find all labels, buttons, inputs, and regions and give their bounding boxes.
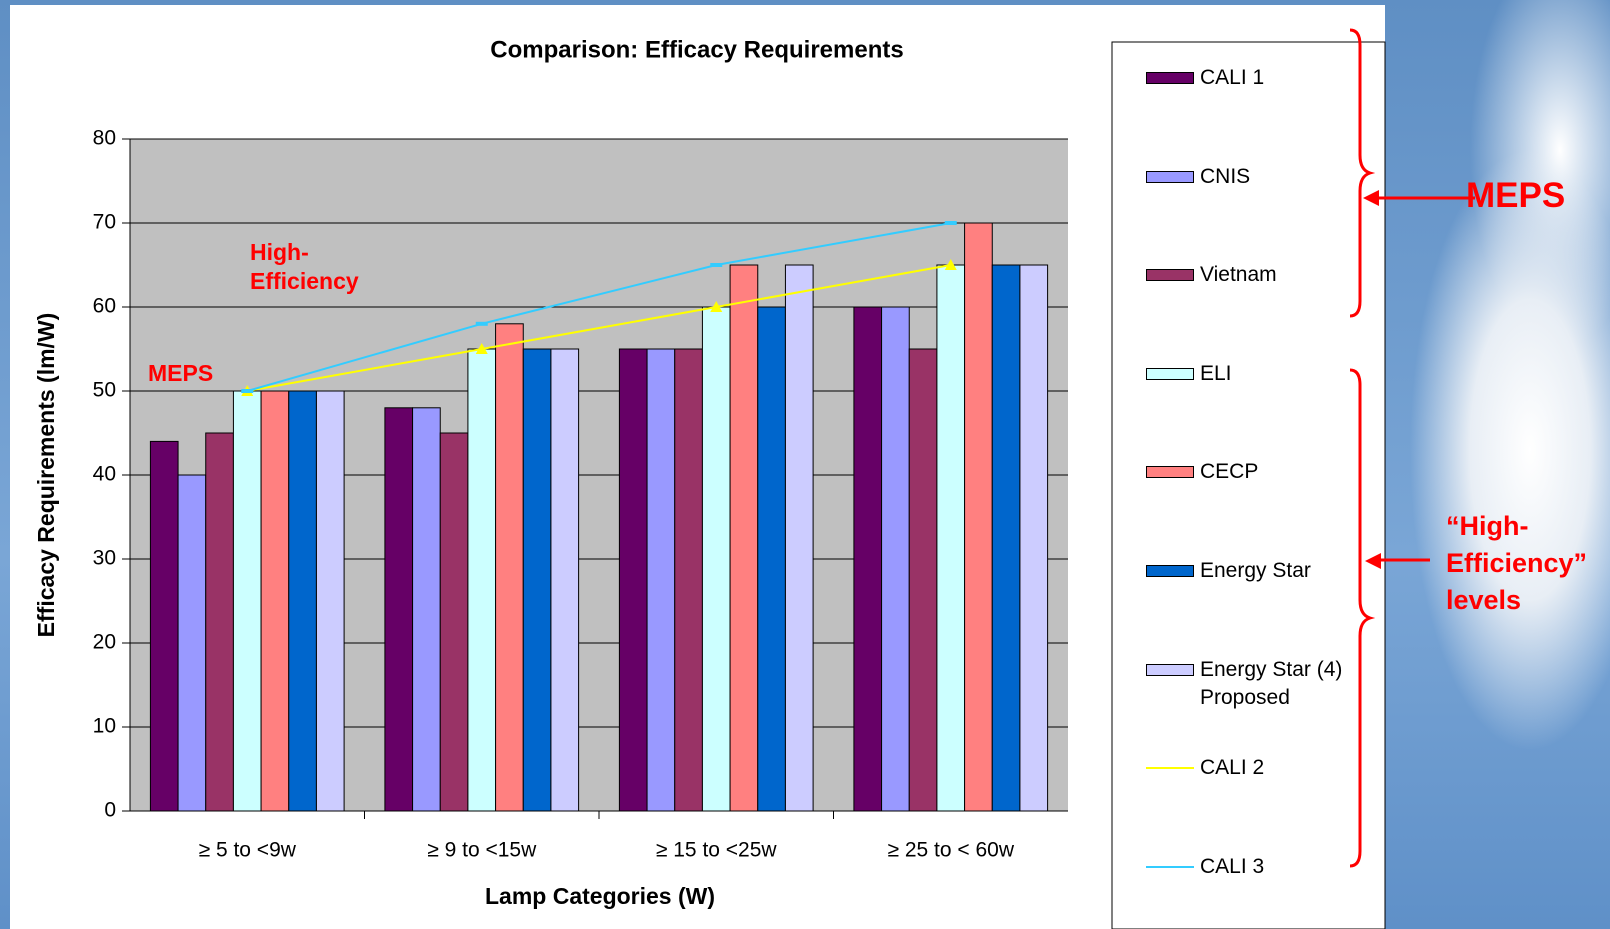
bar: [908, 348, 938, 812]
y-tick-label: 70: [93, 211, 116, 234]
y-tick-label: 0: [104, 799, 116, 822]
legend-label: CALI 1: [1200, 66, 1265, 89]
legend-label: ELI: [1200, 362, 1232, 385]
annotation: MEPS: [1466, 176, 1566, 215]
arrowhead: [1363, 190, 1379, 206]
legend-label: CNIS: [1200, 165, 1251, 188]
legend-item: CECP: [1146, 458, 1386, 486]
bar: [784, 264, 814, 812]
bar: [384, 407, 414, 812]
legend-swatch: [1146, 466, 1194, 478]
marker: [475, 321, 488, 326]
legend-swatch: [1146, 767, 1194, 769]
x-tick-label: ≥ 5 to <9w: [199, 839, 297, 862]
legend-swatch: [1146, 171, 1194, 183]
x-tick-label: ≥ 15 to <25w: [656, 839, 778, 862]
x-tick-label: ≥ 25 to < 60w: [887, 839, 1014, 862]
bar: [288, 390, 317, 812]
legend-label: Energy Star: [1200, 559, 1311, 582]
line: [246, 222, 951, 392]
x-axis-title: Lamp Categories (W): [485, 883, 715, 909]
bar: [177, 474, 207, 812]
legend-item: CALI 2: [1146, 754, 1386, 782]
y-tick-label: 60: [93, 295, 116, 318]
legend-item: Vietnam: [1146, 261, 1386, 289]
legend-label: CECP: [1200, 460, 1259, 483]
legend-item: Energy Star (4) Proposed: [1146, 656, 1386, 712]
legend-swatch: [1146, 72, 1194, 84]
bar: [205, 432, 234, 812]
legend-swatch: [1146, 565, 1194, 577]
bar: [674, 348, 703, 812]
bar: [522, 348, 552, 812]
annotation: High-Efficiency: [250, 239, 359, 294]
annotation: MEPS: [148, 360, 214, 386]
legend-swatch: [1146, 664, 1194, 676]
bar: [232, 390, 262, 812]
y-tick-label: 30: [93, 547, 116, 570]
bar: [260, 390, 290, 812]
legend-label: CALI 3: [1200, 855, 1265, 878]
bar: [701, 306, 731, 812]
bar: [991, 264, 1021, 812]
arrowhead: [1365, 553, 1381, 569]
marker: [710, 301, 723, 312]
bar: [646, 348, 676, 812]
legend-item: ELI: [1146, 360, 1386, 388]
y-tick-label: 80: [93, 127, 116, 150]
legend-item: CALI 1: [1146, 64, 1386, 92]
bar: [1019, 264, 1049, 812]
marker: [241, 389, 254, 393]
bar: [618, 348, 648, 812]
bar: [881, 306, 910, 812]
y-axis-title: Efficacy Requirements (lm/W): [33, 313, 59, 638]
marker: [475, 343, 488, 354]
bar: [439, 432, 469, 812]
bar: [149, 440, 179, 812]
marker: [944, 259, 957, 270]
legend-swatch: [1146, 368, 1194, 380]
bar: [729, 264, 759, 812]
legend-label: Vietnam: [1200, 263, 1277, 286]
bar: [412, 407, 441, 812]
line: [247, 264, 951, 392]
y-tick-label: 40: [93, 463, 116, 486]
legend-swatch: [1146, 269, 1194, 281]
bar: [853, 306, 883, 812]
y-tick-label: 10: [93, 715, 116, 738]
bar: [315, 390, 345, 812]
marker: [944, 221, 957, 225]
y-tick-label: 20: [93, 631, 116, 654]
annotation: “High-Efficiency” levels: [1446, 511, 1588, 615]
legend-label: Energy Star (4) Proposed: [1200, 658, 1343, 709]
legend-item: Energy Star: [1146, 557, 1386, 585]
y-tick-label: 50: [93, 379, 116, 402]
legend-item: CNIS: [1146, 163, 1386, 191]
brace: [1349, 28, 1376, 318]
marker: [710, 263, 723, 267]
bar: [757, 306, 786, 812]
bar: [467, 348, 497, 812]
x-tick-label: ≥ 9 to <15w: [427, 839, 537, 862]
legend-item: CALI 3: [1146, 853, 1386, 881]
legend-box: [1111, 41, 1386, 929]
bar: [550, 348, 580, 812]
bar: [964, 222, 993, 812]
bar: [495, 323, 524, 812]
bar: [936, 264, 966, 812]
legend-label: CALI 2: [1200, 756, 1265, 779]
brace: [1349, 368, 1376, 868]
legend-swatch: [1146, 866, 1194, 868]
chart-title: Comparison: Efficacy Requirements: [490, 36, 903, 63]
